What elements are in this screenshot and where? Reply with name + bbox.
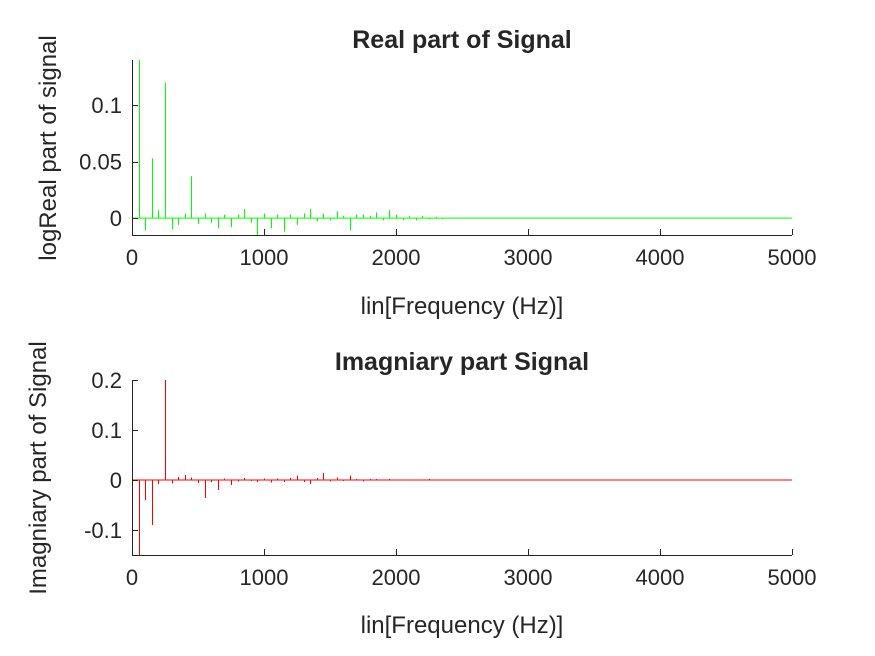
x-tick-label: 5000 bbox=[768, 565, 817, 590]
y-axis-label: Imagniary part of Signal bbox=[25, 341, 52, 594]
x-tick-label: 2000 bbox=[372, 565, 421, 590]
y-tick-label: 0 bbox=[110, 206, 122, 231]
real-axis-ticks: 0 1000 2000 3000 4000 5000 0 0.05 0.1 bbox=[79, 93, 816, 270]
y-tick-label: 0 bbox=[110, 468, 122, 493]
x-axis-label: lin[Frequency (Hz)] bbox=[361, 612, 564, 639]
x-tick-label: 1000 bbox=[240, 565, 289, 590]
y-tick-label: 0.05 bbox=[79, 150, 122, 175]
y-tick-label: 0.1 bbox=[91, 418, 122, 443]
x-axis-label: lin[Frequency (Hz)] bbox=[361, 293, 564, 320]
imaginary-axis-ticks: 0 1000 2000 3000 4000 5000-0.100.10.2 bbox=[84, 368, 816, 590]
x-tick-label: 1000 bbox=[240, 245, 289, 270]
x-tick-label: 5000 bbox=[768, 245, 817, 270]
x-tick-label: 2000 bbox=[372, 245, 421, 270]
x-tick-label: 0 bbox=[126, 245, 138, 270]
imaginary-part-chart: Imagniary part Signal lin[Frequency (Hz)… bbox=[25, 341, 816, 639]
real-part-chart: Real part of Signal lin[Frequency (Hz)] … bbox=[35, 26, 816, 320]
y-tick-label: 0.1 bbox=[91, 93, 122, 118]
x-tick-label: 3000 bbox=[504, 245, 553, 270]
real-signal-marks bbox=[132, 60, 792, 237]
x-tick-label: 4000 bbox=[636, 565, 685, 590]
y-tick-label: -0.1 bbox=[84, 518, 122, 543]
chart-title: Imagniary part Signal bbox=[335, 348, 589, 376]
y-tick-label: 0.2 bbox=[91, 368, 122, 393]
chart-title: Real part of Signal bbox=[352, 26, 571, 54]
x-tick-label: 0 bbox=[126, 565, 138, 590]
x-tick-label: 3000 bbox=[504, 565, 553, 590]
x-tick-label: 4000 bbox=[636, 245, 685, 270]
y-axis-label: logReal part of signal bbox=[35, 35, 62, 260]
imaginary-signal-marks bbox=[132, 380, 792, 555]
